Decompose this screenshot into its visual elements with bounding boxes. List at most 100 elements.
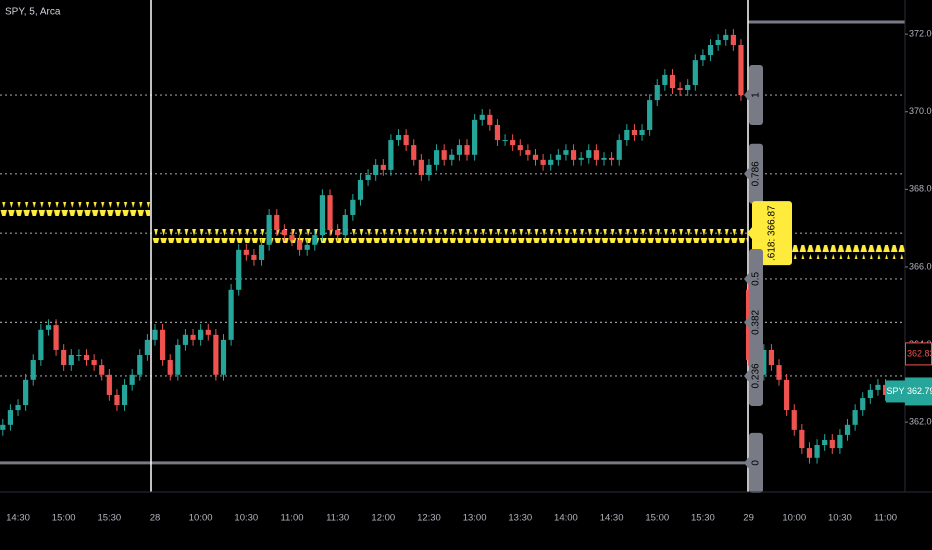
fib-tag bbox=[749, 65, 763, 126]
candle-body bbox=[83, 354, 90, 361]
symbol-tag bbox=[886, 380, 905, 403]
candle-body bbox=[121, 384, 128, 406]
x-tick-label: 14:30 bbox=[6, 513, 30, 524]
candle-body bbox=[806, 448, 813, 458]
fib-tag-pointer bbox=[744, 316, 749, 329]
candle-body bbox=[882, 384, 889, 395]
candle-body bbox=[768, 349, 775, 366]
candle-body bbox=[456, 145, 462, 155]
candle-body bbox=[852, 410, 858, 425]
candle-body bbox=[365, 174, 371, 181]
candle-body bbox=[814, 444, 820, 458]
candle-body bbox=[441, 150, 447, 160]
candle-body bbox=[99, 365, 105, 375]
candle-body bbox=[251, 254, 257, 260]
candle-body bbox=[228, 289, 234, 340]
candle-body bbox=[525, 150, 531, 155]
signal-row bbox=[152, 229, 748, 243]
candle-body bbox=[335, 230, 341, 236]
candle-body bbox=[662, 74, 668, 85]
fib-tag-pointer bbox=[744, 456, 749, 469]
candle-body bbox=[472, 119, 478, 155]
candle-body bbox=[875, 384, 881, 390]
candle-body bbox=[411, 145, 417, 160]
candle-body bbox=[479, 114, 485, 120]
candle-body bbox=[837, 434, 843, 449]
candle-body bbox=[844, 424, 851, 435]
y-tick-label: 362.00 bbox=[909, 416, 932, 426]
candle-body bbox=[76, 354, 82, 356]
candle-body bbox=[312, 235, 318, 245]
candle-body bbox=[274, 214, 280, 231]
candle-body bbox=[555, 154, 561, 160]
candle-body bbox=[68, 354, 74, 366]
candle-body bbox=[578, 157, 584, 160]
candle-body bbox=[730, 34, 736, 46]
fib-tag bbox=[749, 143, 763, 204]
fib-tag bbox=[749, 432, 763, 493]
candle-body bbox=[182, 334, 189, 345]
candle-body bbox=[426, 164, 432, 175]
candle-body bbox=[175, 344, 181, 375]
fib-tag bbox=[749, 345, 763, 406]
y-tick-label: 368.00 bbox=[909, 184, 932, 194]
candle-body bbox=[449, 154, 455, 160]
candle-body bbox=[707, 45, 714, 56]
candle-body bbox=[700, 55, 706, 61]
candle-body bbox=[190, 334, 196, 340]
candle-body bbox=[23, 379, 29, 406]
candle-body bbox=[30, 360, 36, 380]
candle-body bbox=[0, 424, 6, 430]
x-tick-label: 14:30 bbox=[600, 513, 624, 524]
x-tick-label: 12:00 bbox=[371, 513, 395, 524]
signal-row bbox=[790, 245, 905, 259]
candle-body bbox=[266, 214, 272, 245]
candle-body bbox=[548, 159, 554, 165]
x-tick-label: 10:30 bbox=[234, 513, 258, 524]
fib-tag-pointer bbox=[744, 369, 749, 382]
fib-tag-label: 0.236 bbox=[751, 363, 762, 388]
candle-body bbox=[692, 60, 698, 85]
fib-tag-pointer bbox=[744, 89, 749, 102]
fib-tags: 1 0.786 .618: 366.87 0.5 0.382 0.236 0 bbox=[744, 65, 792, 493]
candle-body bbox=[167, 360, 173, 375]
price-tag-label: 362.79 bbox=[907, 386, 932, 396]
candle-body bbox=[144, 339, 150, 355]
x-tick-label: 28 bbox=[150, 513, 161, 524]
x-tick-label: 15:00 bbox=[645, 513, 669, 524]
candle-body bbox=[357, 180, 364, 200]
chart-title: SPY, 5, Arca bbox=[5, 7, 61, 18]
candle-body bbox=[296, 240, 303, 250]
candle-body bbox=[388, 140, 394, 170]
candle-body bbox=[61, 349, 67, 366]
candle-body bbox=[624, 129, 630, 141]
symbol-tag-label: SPY bbox=[886, 386, 904, 396]
fib-tag-pointer bbox=[744, 272, 749, 285]
fib-tag bbox=[749, 292, 763, 353]
candle-body bbox=[160, 329, 166, 361]
x-tick-label: 29 bbox=[743, 513, 754, 524]
candle-body bbox=[647, 100, 653, 130]
signal-row bbox=[0, 202, 150, 216]
candle-body bbox=[236, 249, 242, 290]
candle-body bbox=[799, 429, 805, 449]
candle-body bbox=[53, 325, 59, 350]
x-tick-label: 10:00 bbox=[782, 513, 806, 524]
candle-body bbox=[373, 164, 379, 175]
price-tag bbox=[905, 377, 932, 406]
candle-body bbox=[198, 329, 204, 340]
candle-body bbox=[213, 334, 219, 375]
candle-body bbox=[563, 150, 569, 155]
candle-body bbox=[677, 88, 683, 91]
candle-body bbox=[776, 365, 782, 380]
candle-body bbox=[784, 379, 790, 411]
fib-tag-label: 0.382 bbox=[751, 309, 762, 334]
candle-body bbox=[669, 74, 676, 89]
candle-body bbox=[327, 195, 333, 231]
candle-body bbox=[822, 439, 828, 445]
candle-body bbox=[205, 329, 211, 335]
candle-body bbox=[106, 374, 112, 395]
